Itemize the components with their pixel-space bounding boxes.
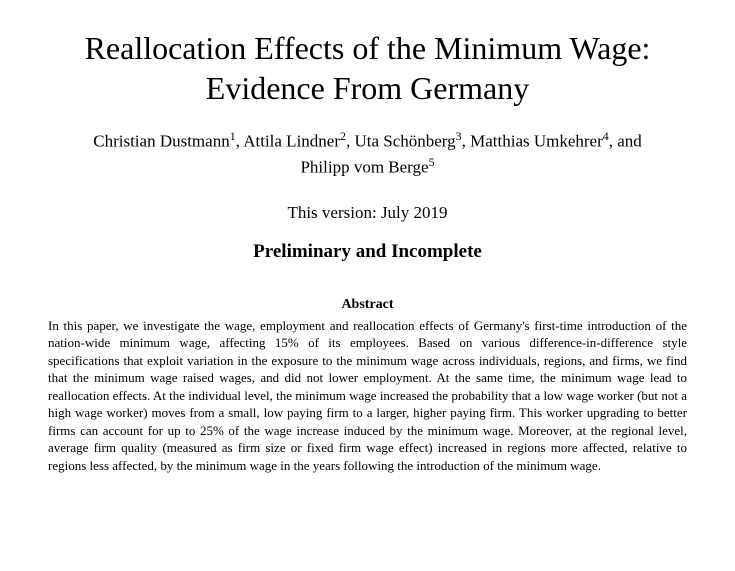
paper-title: Reallocation Effects of the Minimum Wage… <box>68 28 667 108</box>
author-list: Christian Dustmann1, Attila Lindner2, Ut… <box>78 128 657 181</box>
version-line: This version: July 2019 <box>48 203 687 223</box>
abstract-body: In this paper, we investigate the wage, … <box>48 317 687 475</box>
paper-title-page: Reallocation Effects of the Minimum Wage… <box>0 0 735 475</box>
status-line: Preliminary and Incomplete <box>48 241 687 263</box>
abstract-heading: Abstract <box>48 297 687 313</box>
